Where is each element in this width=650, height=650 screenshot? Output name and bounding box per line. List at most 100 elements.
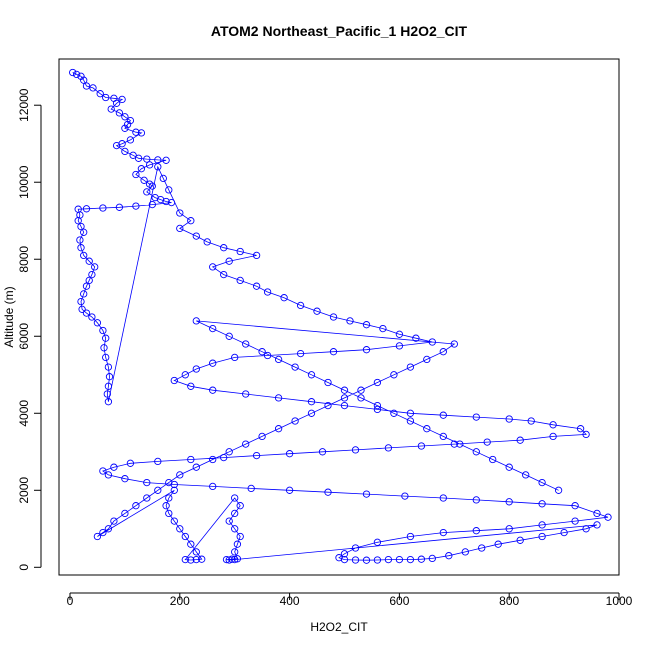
data-point (406, 555, 415, 564)
data-point (104, 525, 113, 533)
data-point (324, 488, 332, 496)
data-point (132, 170, 140, 179)
data-point (285, 450, 294, 458)
y-axis-label: Altitude (m) (2, 286, 16, 347)
data-point (192, 555, 200, 564)
data-point (123, 120, 132, 129)
data-point (209, 455, 217, 464)
data-point (236, 247, 244, 256)
data-point (340, 401, 349, 410)
data-point (231, 548, 239, 556)
data-point (88, 313, 96, 321)
data-point (225, 448, 233, 456)
data-point (102, 353, 110, 362)
data-point (154, 156, 162, 164)
data-point (417, 555, 426, 563)
data-point (170, 517, 178, 525)
data-point (329, 348, 338, 356)
data-point (165, 186, 173, 194)
data-point (181, 371, 189, 379)
data-point (103, 390, 111, 398)
data-point (505, 463, 513, 471)
data-point (77, 222, 85, 231)
plot-frame (58, 58, 620, 576)
data-point (242, 390, 250, 398)
x-tick-label: 800 (499, 594, 519, 608)
data-point (110, 517, 118, 525)
data-point (209, 324, 217, 333)
data-point (80, 290, 88, 298)
data-point (494, 540, 502, 548)
data-point (231, 525, 239, 533)
data-point (516, 436, 524, 444)
data-point (401, 492, 409, 500)
data-point (489, 455, 497, 464)
data-point (82, 205, 91, 213)
data-point (340, 555, 349, 564)
data-point (593, 521, 601, 529)
y-tick-label: 8000 (17, 246, 31, 273)
data-point (252, 282, 261, 290)
data-point (80, 251, 88, 260)
data-point (91, 263, 99, 271)
data-point (538, 521, 546, 529)
data-point (132, 502, 140, 510)
data-point (159, 174, 167, 183)
data-point (80, 76, 88, 84)
y-tick-label: 6000 (17, 323, 31, 350)
data-point (252, 251, 261, 260)
data-point (100, 344, 108, 352)
data-point (582, 430, 590, 439)
data-point (115, 203, 124, 211)
data-point (236, 532, 244, 541)
data-point (461, 548, 469, 556)
data-point (439, 528, 447, 537)
data-point (176, 525, 184, 533)
data-point (134, 154, 143, 162)
y-tick-label: 0 (17, 564, 31, 571)
data-point (225, 332, 233, 340)
data-point (439, 348, 447, 356)
y-tick-label: 10000 (17, 165, 31, 199)
x-tick-label: 600 (389, 594, 409, 608)
data-point (527, 417, 535, 425)
data-point (165, 509, 173, 518)
data-point (242, 340, 250, 348)
x-tick-label: 0 (67, 594, 74, 608)
data-point (82, 282, 91, 290)
data-point (82, 82, 91, 90)
data-point (181, 555, 189, 564)
data-point (76, 236, 84, 244)
data-point (99, 326, 107, 335)
data-point (176, 209, 184, 217)
data-point (99, 528, 107, 537)
data-point (406, 417, 415, 425)
data-point (472, 413, 480, 421)
data-point (296, 349, 305, 358)
data-point (209, 386, 217, 394)
data-point (154, 486, 162, 494)
x-axis: 0 200 400 600 800 1000 (67, 592, 633, 608)
data-point (362, 556, 371, 564)
data-point (104, 398, 113, 406)
data-point (187, 382, 195, 390)
data-point (228, 555, 236, 563)
data-point (192, 548, 200, 556)
data-point (104, 382, 113, 390)
data-point (121, 509, 129, 518)
data-point (165, 494, 173, 502)
data-point (132, 128, 140, 136)
data-point (390, 409, 398, 417)
data-point (143, 494, 151, 502)
data-point (89, 84, 97, 92)
data-point (192, 232, 200, 240)
data-point (373, 378, 382, 387)
y-axis: 0 2000 4000 6000 8000 10000 12000 (17, 88, 42, 571)
data-point (112, 141, 121, 150)
data-point (346, 317, 354, 325)
data-point (220, 270, 228, 279)
data-point (505, 525, 513, 533)
data-point (203, 238, 211, 246)
data-point (549, 432, 557, 441)
data-point (456, 440, 464, 448)
